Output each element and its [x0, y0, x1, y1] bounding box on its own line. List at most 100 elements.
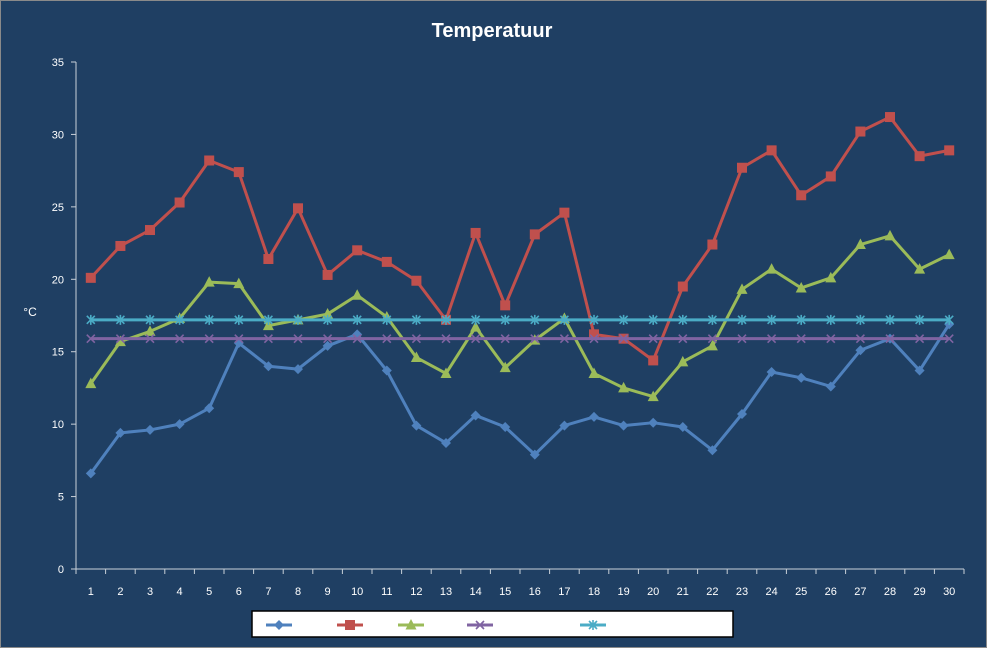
x-tick-label: 12: [410, 586, 422, 598]
series-line: [89, 234, 950, 399]
data-point: [145, 314, 155, 325]
data-point: [529, 449, 540, 460]
legend-label: max: [368, 620, 389, 632]
legend-marker: [345, 620, 355, 630]
data-point: [470, 321, 482, 332]
data-point: [944, 334, 954, 344]
y-tick-label: 20: [52, 274, 64, 286]
y-tick-label: 30: [52, 129, 64, 141]
data-point: [114, 335, 126, 347]
x-tick-label: 29: [913, 586, 925, 598]
data-point: [648, 334, 658, 344]
data-point: [884, 229, 896, 241]
data-point: [499, 361, 511, 373]
data-point: [826, 314, 836, 325]
data-point: [233, 167, 244, 178]
legend-label: gem: [429, 620, 450, 632]
legend-item-max: max: [337, 620, 389, 632]
legend-marker: [405, 619, 417, 630]
data-point: [145, 424, 155, 435]
x-tick-label: 2: [117, 586, 123, 598]
data-point: [500, 314, 510, 325]
data-point: [263, 314, 273, 325]
data-point: [618, 381, 630, 393]
data-point: [440, 367, 452, 378]
data-point: [766, 145, 777, 156]
data-point: [382, 334, 392, 344]
x-tick-label: 13: [440, 586, 452, 598]
data-point: [796, 372, 807, 383]
data-point: [322, 308, 334, 319]
x-tick-label: 1: [88, 586, 94, 598]
data-point: [914, 365, 925, 376]
data-point: [915, 314, 925, 325]
x-tick-label: 7: [265, 586, 271, 598]
data-point: [648, 314, 658, 325]
data-point: [262, 319, 274, 331]
x-tick-label: 26: [825, 586, 837, 598]
chart-title: Temperatuur: [432, 20, 553, 42]
data-point: [530, 334, 540, 344]
data-point: [470, 227, 481, 238]
data-point: [737, 334, 747, 344]
y-axis-label: °C: [23, 305, 37, 319]
data-point: [589, 329, 599, 340]
data-point: [500, 334, 510, 344]
data-point: [381, 256, 392, 267]
data-point: [382, 314, 392, 325]
data-point: [500, 422, 511, 433]
data-point: [530, 314, 540, 325]
series-max: [85, 112, 955, 366]
data-point: [648, 355, 659, 366]
data-point: [85, 468, 96, 479]
x-tick-label: 19: [617, 586, 629, 598]
data-point: [677, 422, 688, 433]
data-point: [174, 419, 185, 430]
x-tick-label: 24: [765, 586, 777, 598]
data-point: [411, 314, 421, 325]
data-point: [381, 365, 392, 376]
series-layer: [85, 112, 955, 479]
data-point: [86, 314, 96, 325]
data-point: [767, 314, 777, 325]
data-point: [441, 334, 451, 344]
x-tick-label: 6: [236, 586, 242, 598]
data-point: [885, 112, 895, 123]
data-point: [411, 275, 422, 286]
data-point: [323, 334, 333, 344]
data-point: [736, 283, 748, 294]
x-tick-label: 4: [177, 586, 183, 598]
data-point: [589, 411, 599, 422]
data-point: [559, 207, 570, 218]
x-tick-label: 16: [529, 586, 541, 598]
data-point: [263, 361, 274, 372]
data-point: [293, 314, 303, 325]
data-point: [352, 245, 363, 256]
y-tick-label: 5: [58, 492, 64, 504]
data-point: [410, 351, 422, 363]
data-point: [322, 269, 333, 280]
data-point: [648, 417, 659, 428]
data-point: [855, 345, 866, 356]
data-point: [885, 334, 895, 344]
data-point: [796, 334, 806, 344]
x-tick-label: 18: [588, 586, 600, 598]
x-tick-label: 5: [206, 586, 212, 598]
x-tick-label: 28: [884, 586, 896, 598]
data-point: [115, 427, 126, 438]
data-point: [204, 334, 214, 344]
data-point: [588, 367, 600, 378]
data-point: [826, 334, 836, 344]
x-tick-label: 27: [854, 586, 866, 598]
data-point: [678, 314, 688, 325]
legend-label: min: [297, 620, 315, 632]
x-tick-label: 3: [147, 586, 153, 598]
legend-item-gem: gem: [398, 619, 450, 632]
data-point: [914, 263, 926, 274]
x-tick-label: 30: [943, 586, 955, 598]
x-tick-label: 25: [795, 586, 807, 598]
data-point: [263, 254, 274, 265]
data-point: [855, 314, 865, 325]
data-point: [766, 263, 778, 274]
data-point: [175, 314, 185, 325]
